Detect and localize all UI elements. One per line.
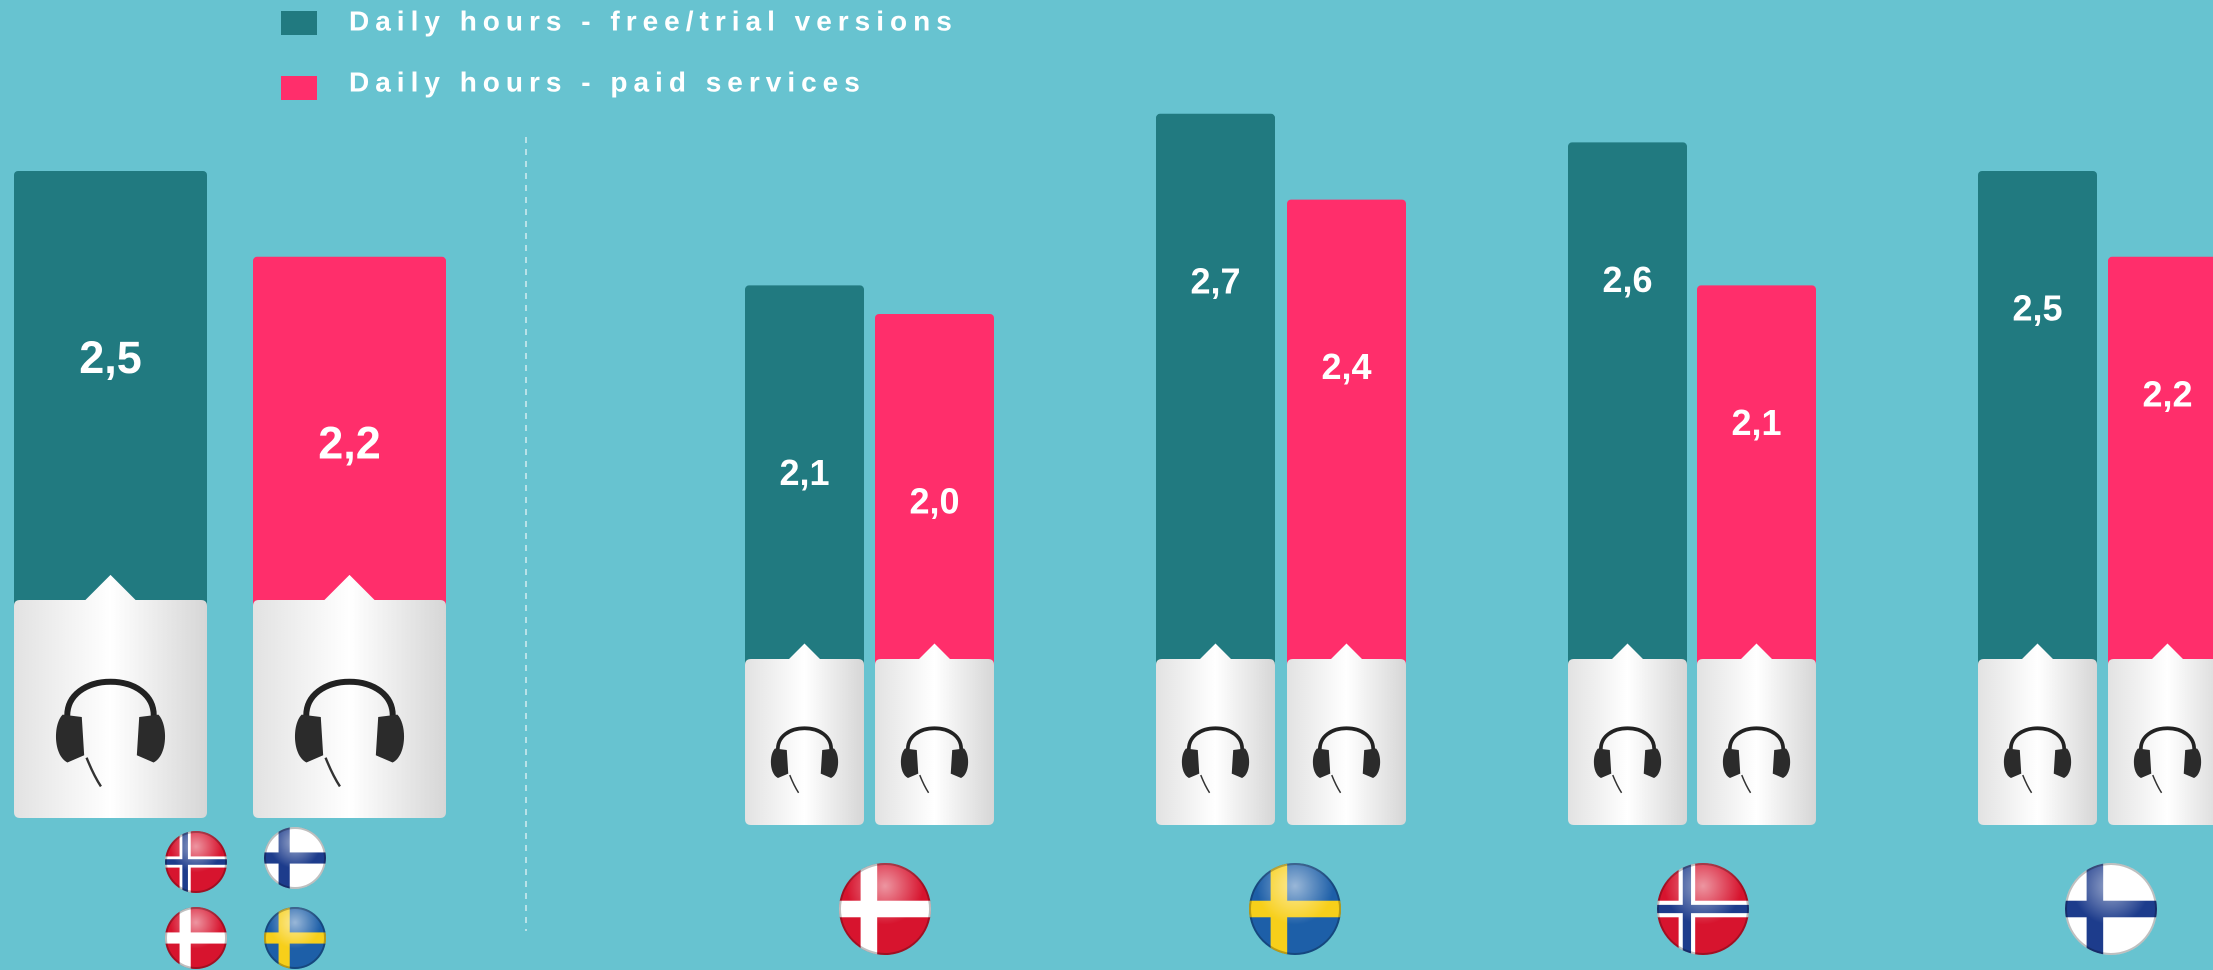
headphone-card xyxy=(14,574,207,818)
value-label: 2,2 xyxy=(318,418,381,469)
bar xyxy=(1978,171,2097,817)
flag-gloss xyxy=(2065,863,2157,955)
legend-swatch xyxy=(281,76,317,100)
value-label: 2,7 xyxy=(1190,260,1240,301)
flag xyxy=(264,827,326,889)
flag xyxy=(2065,863,2157,955)
flag-rim xyxy=(165,831,227,893)
headphone-card xyxy=(1978,643,2097,825)
value-label: 2,6 xyxy=(1602,259,1652,300)
headphone-card xyxy=(2108,643,2213,825)
flag-gloss xyxy=(264,827,326,889)
flag-rim xyxy=(2065,863,2157,955)
headphone-card xyxy=(1568,643,1687,825)
value-label: 2,5 xyxy=(79,332,142,383)
flag-rim xyxy=(264,907,326,969)
headphone-card xyxy=(253,574,446,818)
value-label: 2,0 xyxy=(909,481,959,522)
headphone-card xyxy=(1287,643,1406,825)
flag-gloss xyxy=(165,831,227,893)
flag xyxy=(1249,863,1341,955)
flag-gloss xyxy=(1657,863,1749,955)
flag-gloss xyxy=(839,863,931,955)
flag-gloss xyxy=(1249,863,1341,955)
legend-label: Daily hours - free/trial versions xyxy=(349,5,958,36)
flag xyxy=(1657,863,1749,955)
flag xyxy=(839,863,931,955)
headphone-card xyxy=(1156,643,1275,825)
flag xyxy=(165,907,227,969)
value-label: 2,1 xyxy=(1731,402,1781,443)
flag-rim xyxy=(839,863,931,955)
value-label: 2,2 xyxy=(2142,373,2192,414)
bar xyxy=(1568,142,1687,817)
value-label: 2,4 xyxy=(1321,346,1371,387)
legend-label: Daily hours - paid services xyxy=(349,66,866,97)
flag-rim xyxy=(165,907,227,969)
flag xyxy=(165,831,227,893)
headphone-card xyxy=(745,643,864,825)
flag-rim xyxy=(1657,863,1749,955)
value-label: 2,5 xyxy=(2012,288,2062,329)
flag xyxy=(264,907,326,969)
flag-gloss xyxy=(264,907,326,969)
flag-rim xyxy=(264,827,326,889)
flag-rim xyxy=(1249,863,1341,955)
headphone-card xyxy=(875,643,994,825)
flag-gloss xyxy=(165,907,227,969)
legend-swatch xyxy=(281,11,317,35)
bar xyxy=(1156,113,1275,818)
headphone-card xyxy=(1697,643,1816,825)
value-label: 2,1 xyxy=(779,452,829,493)
